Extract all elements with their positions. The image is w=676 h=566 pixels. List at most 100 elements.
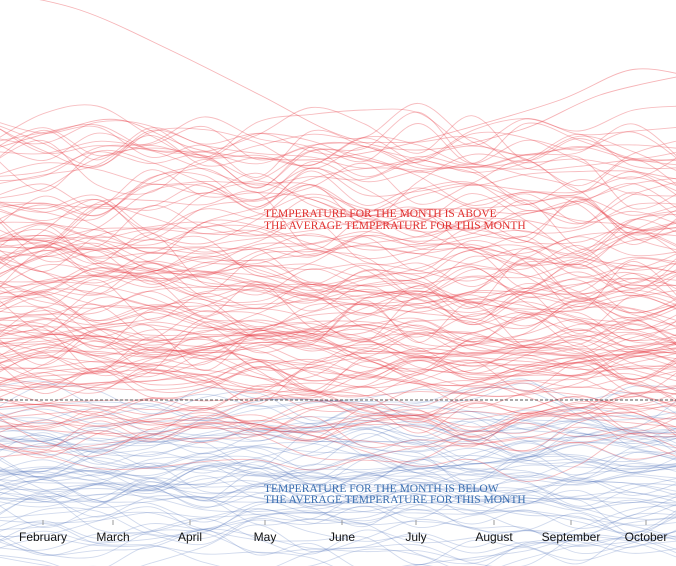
series-line — [0, 528, 676, 566]
annotation-above-line-2: THE AVERAGE TEMPERATURE FOR THIS MONTH — [264, 220, 526, 232]
series-line — [0, 236, 676, 311]
series-line — [0, 417, 676, 485]
series-line — [0, 447, 676, 481]
series-line — [0, 406, 676, 454]
x-tick-label: February — [19, 530, 67, 544]
series-line — [0, 199, 676, 278]
series-line — [0, 125, 676, 180]
series-line — [0, 153, 676, 245]
series-line — [0, 274, 676, 314]
series-line — [0, 432, 676, 471]
series-line — [0, 319, 676, 372]
series-line — [0, 177, 676, 248]
series-line — [0, 437, 676, 480]
series-line — [0, 477, 676, 534]
series-line — [0, 408, 676, 473]
series-line — [0, 422, 676, 478]
series-line — [0, 398, 676, 444]
series-line — [0, 444, 676, 498]
series-line — [0, 466, 676, 508]
series-line — [0, 126, 676, 171]
series-line — [0, 316, 676, 388]
series-line — [0, 382, 676, 425]
series-line — [0, 106, 676, 162]
series-line — [0, 224, 676, 284]
series-line — [0, 250, 676, 309]
series-line — [0, 496, 676, 554]
series-line — [0, 501, 676, 534]
series-line — [0, 333, 676, 381]
series-line — [0, 466, 676, 519]
series-line — [0, 530, 676, 566]
series-line — [0, 484, 676, 536]
series-line — [0, 415, 676, 449]
series-line — [0, 422, 676, 476]
series-line — [0, 275, 676, 342]
series-line — [0, 305, 676, 351]
series-line — [0, 248, 676, 321]
series-line — [0, 269, 676, 336]
series-line — [0, 423, 676, 465]
series-line — [0, 378, 676, 430]
series-line — [0, 219, 676, 284]
series-line — [0, 510, 676, 561]
series-line — [0, 409, 676, 467]
series-line — [0, 467, 676, 504]
series-line — [0, 359, 676, 398]
x-tick-label: May — [254, 530, 277, 544]
x-tick-label: August — [475, 530, 513, 544]
below-average-series-group — [0, 378, 676, 566]
annotation-above-line-1: TEMPERATURE FOR THE MONTH IS ABOVE — [264, 208, 497, 220]
series-line — [0, 361, 676, 397]
series-line — [0, 380, 676, 428]
series-line — [0, 167, 676, 248]
series-line — [0, 387, 676, 444]
series-line — [0, 334, 676, 374]
series-line — [0, 233, 676, 270]
series-line — [0, 393, 676, 438]
series-line — [0, 219, 676, 271]
series-line — [0, 529, 676, 565]
series-line — [0, 350, 676, 387]
x-axis: February March April May June July August Septe… — [19, 520, 667, 544]
series-line — [0, 423, 676, 469]
series-line — [0, 319, 676, 405]
series-line — [0, 210, 676, 314]
series-line — [0, 333, 676, 389]
series-line — [0, 328, 676, 366]
series-line — [0, 492, 676, 537]
series-line — [0, 244, 676, 279]
series-line — [0, 397, 676, 432]
series-line — [0, 300, 676, 354]
series-line — [0, 127, 676, 166]
series-line — [0, 383, 676, 438]
series-line — [0, 445, 676, 484]
series-line — [0, 477, 676, 521]
series-line — [0, 218, 676, 298]
series-line — [0, 407, 676, 449]
series-line — [0, 228, 676, 320]
series-line — [0, 406, 676, 458]
series-line — [0, 297, 676, 357]
series-line — [0, 316, 676, 371]
series-line — [0, 523, 676, 566]
series-line — [0, 518, 676, 566]
series-line — [0, 266, 676, 326]
series-line — [0, 364, 676, 397]
x-tick-label: April — [178, 530, 202, 544]
series-line — [0, 68, 676, 161]
series-line — [0, 404, 676, 457]
series-line — [0, 290, 676, 337]
series-line — [0, 395, 676, 448]
series-line — [0, 140, 676, 245]
series-line — [0, 209, 676, 295]
series-line — [0, 334, 676, 365]
series-line — [0, 408, 676, 461]
series-line — [0, 294, 676, 380]
x-tick-label: March — [96, 530, 129, 544]
series-line — [0, 466, 676, 528]
series-line — [0, 304, 676, 385]
series-line — [0, 122, 676, 178]
series-line — [0, 235, 676, 303]
